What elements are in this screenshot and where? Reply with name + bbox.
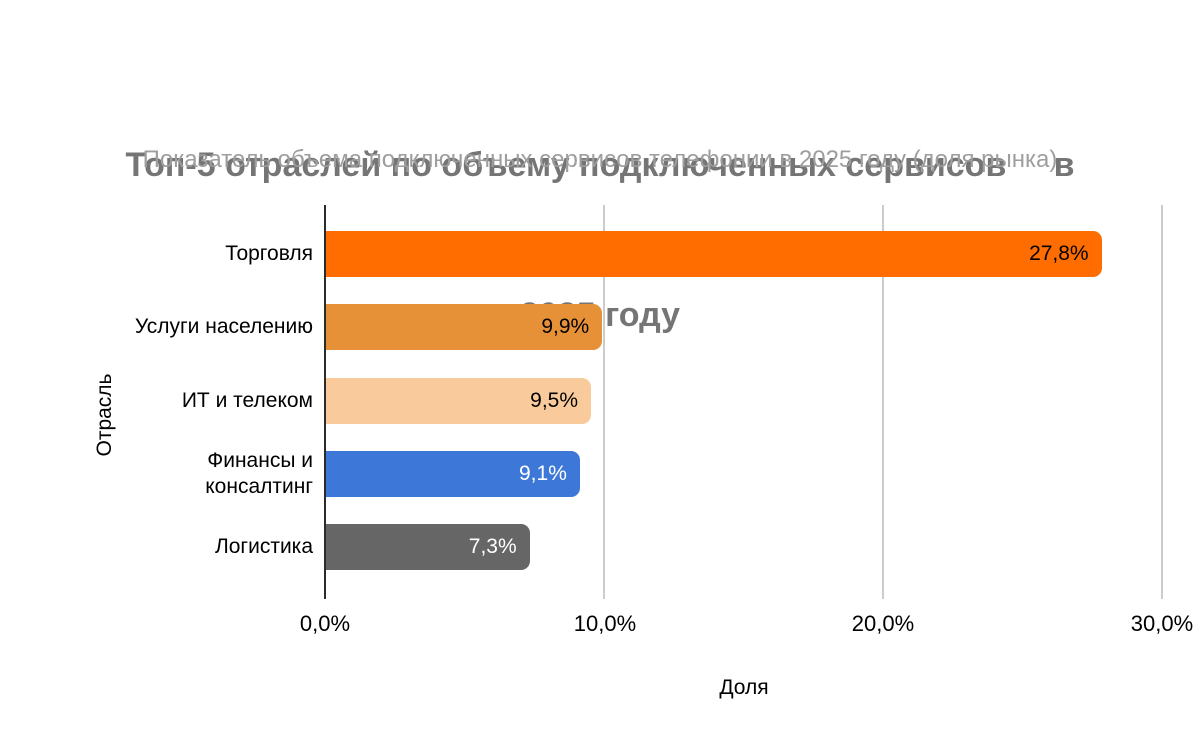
bar-row: Логистика 7,3%: [215, 524, 1161, 570]
x-axis-title: Доля: [719, 676, 769, 699]
bar-value-label: 9,9%: [541, 315, 590, 339]
plot-area: Торговля 27,8% Услуги населению 9,9% ИТ …: [135, 205, 1163, 599]
bar-row: Торговля 27,8%: [225, 231, 1161, 277]
chart-title: Топ-5 отраслей по объему подключенных се…: [0, 40, 1200, 440]
category-label: Финансы и консалтинг: [205, 448, 313, 498]
category-label: Услуги населению: [134, 315, 313, 339]
bar-row: Услуги населению 9,9%: [135, 304, 1161, 351]
bar-value-label: 7,3%: [468, 535, 517, 558]
x-tick-label-3: 30,0%: [1130, 611, 1194, 636]
chart-subtitle: Показатель объема подключенных сервисов …: [142, 146, 1058, 173]
chart-title-line-1: Топ-5 отраслей по объему подключенных се…: [125, 146, 1075, 184]
zero-baseline: [324, 205, 326, 599]
gridline-30-percent: [1161, 205, 1163, 599]
bar[interactable]: 9,5%: [326, 377, 592, 424]
x-tick-label-0: 0,0%: [299, 611, 351, 636]
category-label: Торговля: [225, 242, 313, 265]
x-tick-label-2: 20,0%: [851, 611, 915, 636]
bar[interactable]: 9,9%: [326, 304, 603, 351]
bar-value-label: 9,1%: [519, 461, 567, 485]
x-tick-label-1: 10,0%: [573, 611, 637, 636]
category-label: ИТ и телеком: [181, 388, 313, 412]
bar-row: ИТ и телеком 9,5%: [182, 377, 1161, 424]
bar[interactable]: 27,8%: [326, 231, 1102, 277]
bar-row: Финансы и консалтинг 9,1%: [205, 449, 1161, 498]
bar[interactable]: 9,1%: [326, 450, 580, 497]
bar[interactable]: 7,3%: [326, 524, 530, 570]
bar-value-label: 27,8%: [1029, 242, 1089, 265]
gridline-10-percent: [603, 205, 605, 599]
category-label: Логистика: [214, 535, 313, 558]
gridline-20-percent: [882, 205, 884, 599]
y-axis-title: Отрасль: [93, 373, 116, 457]
bar-value-label: 9,5%: [530, 388, 579, 412]
